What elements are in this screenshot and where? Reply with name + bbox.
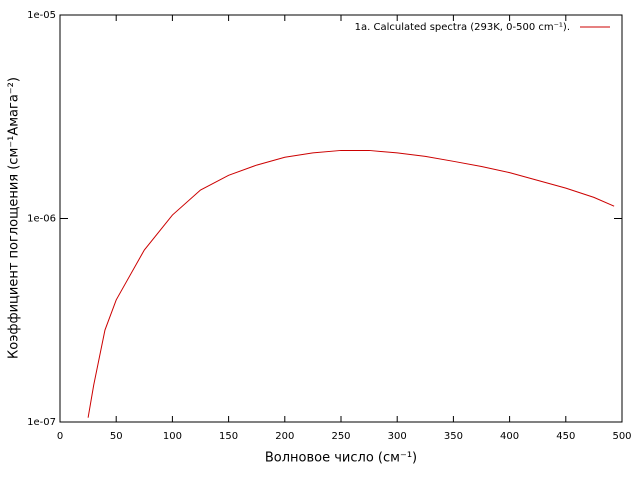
data-line (87, 149, 615, 418)
x-axis-label: Волновое число (см⁻¹) (265, 451, 417, 466)
x-tick-label: 150 (219, 431, 238, 442)
x-tick-label: 100 (163, 431, 182, 442)
x-tick-label: 500 (612, 431, 631, 442)
x-tick-label: 350 (444, 431, 463, 442)
x-tick-label: 200 (275, 431, 294, 442)
y-tick-label: 1e-07 (27, 417, 56, 428)
y-tick-label: 1e-05 (27, 10, 56, 21)
y-tick-label: 1e-06 (27, 214, 56, 225)
x-tick-label: 400 (500, 431, 519, 442)
y-axis-label: Коэффициент поглощения (см⁻¹Амага⁻²) (7, 77, 22, 359)
x-tick-label: 450 (556, 431, 575, 442)
legend-label: 1a. Calculated spectra (293K, 0-500 cm⁻¹… (355, 22, 570, 33)
x-tick-label: 300 (388, 431, 407, 442)
x-tick-label: 0 (57, 431, 63, 442)
plot-frame (59, 14, 623, 423)
x-tick-label: 250 (331, 431, 350, 442)
x-tick-label: 50 (110, 431, 123, 442)
